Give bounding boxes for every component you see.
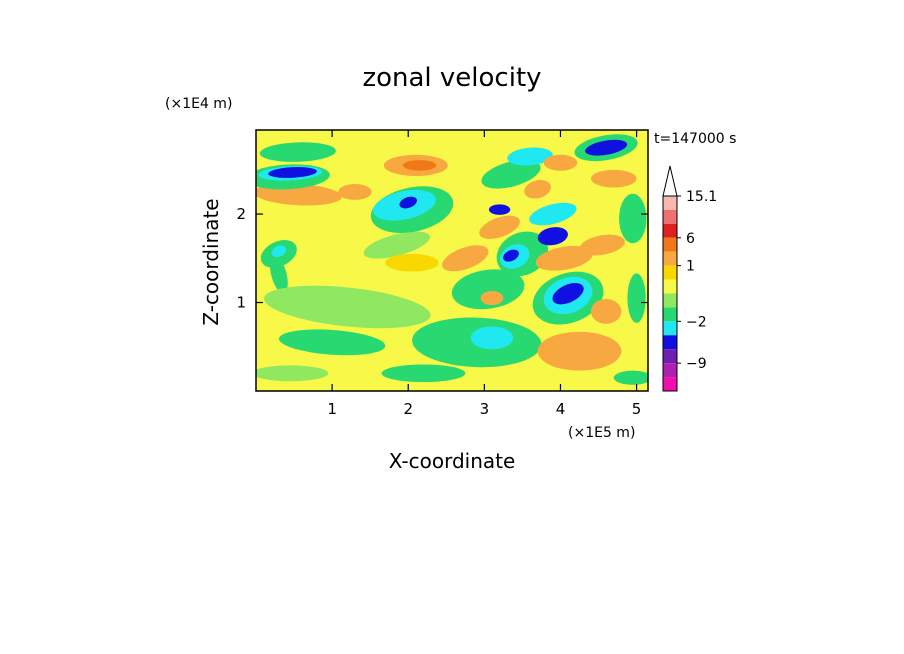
contour-blob	[627, 273, 646, 323]
x-tick-label: 3	[480, 400, 490, 418]
colorbar-segment	[663, 377, 677, 391]
y-axis-ticks: 12	[236, 205, 648, 312]
y-axis-unit: (×1E4 m)	[165, 96, 232, 112]
x-tick-label: 1	[327, 400, 337, 418]
colorbar-segment	[663, 196, 677, 210]
contour-blob	[470, 326, 514, 350]
contour-blob	[442, 245, 489, 272]
colorbar-segment	[663, 251, 677, 266]
contour-blob	[480, 291, 504, 306]
contour-blob	[399, 196, 418, 209]
chart-title: zonal velocity	[362, 63, 541, 93]
x-axis-unit: (×1E5 m)	[568, 425, 635, 441]
contour-blob	[271, 245, 287, 257]
contour-blob	[256, 365, 329, 382]
y-tick-label: 1	[236, 294, 246, 312]
colorbar-segment	[663, 349, 677, 364]
colorbar-segment	[663, 293, 677, 308]
colorbar-label: 6	[686, 231, 695, 247]
colorbar-label: 15.1	[686, 189, 717, 205]
contour-blob	[585, 139, 628, 156]
colorbar-label: 1	[686, 259, 695, 275]
colorbar-segment	[663, 279, 677, 294]
contour-blob	[488, 204, 511, 215]
contour-blob	[524, 180, 552, 199]
contour-blob	[535, 245, 593, 271]
contour-blob	[385, 253, 439, 272]
contour-blob	[543, 154, 578, 171]
contour-blob	[503, 249, 519, 262]
contour-blob	[268, 167, 317, 178]
contour-blob	[481, 159, 541, 189]
colorbar-frame	[662, 195, 678, 392]
colorbar-segment	[663, 307, 677, 322]
contour-blob	[479, 215, 520, 240]
y-axis-label: Z-coordinate	[199, 198, 223, 325]
contour-blob	[529, 202, 577, 226]
plot-frame	[255, 129, 649, 392]
contour-blob	[537, 227, 568, 246]
contour-blob	[363, 231, 431, 259]
contour-blob	[507, 147, 553, 166]
x-axis-label: X-coordinate	[389, 449, 516, 473]
colorbar-segment	[663, 335, 677, 350]
colorbar-segment	[663, 209, 677, 224]
colorbar-segment	[663, 223, 677, 238]
contour-blob	[451, 269, 525, 310]
contour-blob	[590, 169, 637, 188]
contour-fields	[256, 134, 648, 385]
contour-blob	[338, 183, 372, 200]
x-tick-label: 4	[556, 400, 566, 418]
x-axis-ticks: 1 2 3 4 5	[327, 130, 641, 418]
contour-blob	[264, 285, 431, 329]
contour-blob	[278, 329, 386, 356]
contour-blob	[579, 234, 625, 256]
contour-blob	[381, 364, 466, 383]
contour-blob	[537, 331, 622, 371]
contour-blob	[613, 370, 648, 385]
colorbar-label: −9	[686, 356, 707, 372]
colorbar: 15.1 6 1 −2 −9	[662, 165, 717, 392]
colorbar-label: −2	[686, 314, 707, 330]
time-label: t=147000 s	[654, 131, 736, 147]
colorbar-extend-arrow	[662, 165, 678, 197]
colorbar-segment	[663, 237, 677, 252]
contour-blob	[552, 282, 584, 305]
colorbar-segment	[663, 265, 677, 280]
colorbar-segment	[663, 321, 677, 336]
contour-blob	[259, 142, 336, 162]
contour-blob	[619, 193, 647, 244]
plot-area	[256, 130, 648, 391]
contour-blob	[402, 160, 437, 171]
colorbar-segment	[663, 363, 677, 378]
y-tick-label: 2	[236, 205, 246, 223]
x-tick-label: 5	[632, 400, 642, 418]
contour-blob	[590, 298, 622, 324]
x-tick-label: 2	[403, 400, 413, 418]
